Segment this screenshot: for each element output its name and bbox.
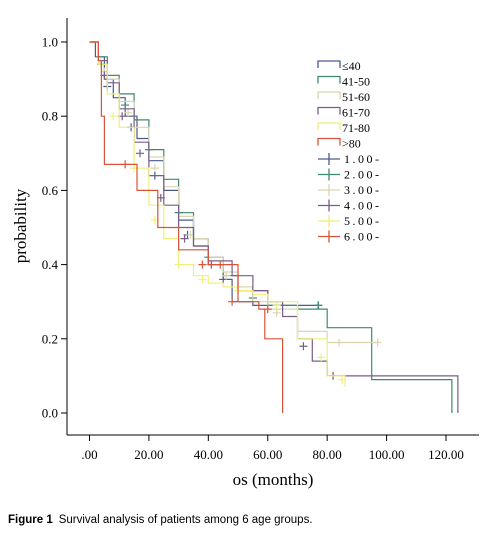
censor-mark [263, 305, 272, 314]
legend-label-3: 51-60 [342, 90, 370, 104]
series-line-3 [89, 41, 378, 344]
censor-marks-2 [97, 60, 323, 310]
x-axis-title: os (months) [233, 470, 314, 489]
legend-censor-swatch-4 [318, 199, 340, 212]
censor-marks-5 [109, 112, 347, 384]
censor-mark [150, 164, 159, 173]
series-line-4 [89, 41, 459, 413]
legend-label-2: 41-50 [342, 75, 370, 89]
legend-label-5: 71-80 [342, 121, 370, 135]
censor-mark [121, 160, 130, 169]
figure-label: Figure 1 [8, 514, 53, 526]
censor-mark [174, 260, 183, 269]
legend-censor-label-6: 6.00- [344, 230, 382, 244]
y-axis-title: probability [11, 188, 30, 263]
y-ticks: 0.0 0.2 0.4 0.6 0.8 1.0 [42, 35, 67, 421]
legend-censor-label-4: 4.00- [344, 199, 382, 213]
series-line-6 [89, 41, 284, 413]
legend-swatch-5 [317, 122, 341, 130]
y-tick-label: 0.6 [42, 183, 59, 198]
legend-swatch-3 [317, 91, 341, 99]
censor-mark [317, 353, 326, 362]
legend-swatch-1 [317, 60, 341, 68]
legend-censor-swatch-1 [318, 153, 340, 165]
y-tick-label: 0.4 [42, 257, 59, 272]
series-line-2 [89, 41, 453, 413]
censor-marks-6 [121, 160, 272, 314]
legend-censor-swatch-3 [318, 184, 340, 196]
censor-mark [314, 301, 323, 310]
legend-censor-label-5: 5.00- [344, 214, 382, 228]
x-tick-label: 80.00 [313, 447, 342, 462]
censor-mark [180, 234, 189, 243]
censor-mark [216, 260, 225, 269]
censor-mark [335, 338, 344, 347]
y-tick-label: 0.8 [42, 109, 58, 124]
censor-mark [338, 375, 347, 384]
censor-mark [121, 101, 130, 110]
censor-mark [222, 271, 231, 280]
censor-mark [272, 301, 281, 310]
censor-mark [299, 342, 308, 351]
censor-marks-4 [100, 71, 338, 380]
y-tick-label: 0.0 [42, 406, 58, 421]
censor-mark [198, 275, 207, 284]
legend-swatch-4 [317, 106, 341, 115]
censor-mark [109, 112, 118, 121]
series-line-5 [89, 41, 346, 387]
legend-label-6: >80 [342, 137, 361, 151]
y-tick-label: 0.2 [42, 331, 58, 346]
legend-censor-label-1: 1.00- [344, 152, 382, 166]
legend-censor-swatch-5 [318, 215, 340, 227]
x-tick-label: 20.00 [134, 447, 163, 462]
figure-caption-text: Survival analysis of patients among 6 ag… [58, 514, 313, 526]
x-tick-label: 40.00 [194, 447, 223, 462]
series-layer [89, 41, 459, 413]
series-line-1 [89, 41, 319, 306]
legend-label-4: 61-70 [342, 106, 370, 120]
x-ticks: .00 20.00 40.00 60.00 80.00 100.00 120.00 [81, 435, 464, 462]
censor-mark [272, 308, 281, 317]
x-tick-label: 100.00 [369, 447, 405, 462]
censor-mark [124, 108, 133, 117]
legend-censor-swatch-6 [318, 230, 340, 243]
censor-mark [228, 297, 237, 306]
axes [66, 18, 479, 436]
x-tick-label: 120.00 [428, 447, 464, 462]
legend-censor-label-2: 2.00- [344, 168, 382, 182]
legend-censor-label-3: 3.00- [344, 183, 382, 197]
censor-mark [198, 260, 207, 269]
legend-censor-swatch-2 [318, 168, 340, 181]
legend-label-1: ≤40 [342, 59, 361, 73]
legend-swatch-2 [317, 75, 341, 84]
legend-swatch-6 [317, 137, 341, 146]
y-tick-label: 1.0 [42, 35, 58, 50]
x-tick-label: 60.00 [253, 447, 282, 462]
figure-caption: Figure 1 Survival analysis of patients am… [8, 514, 494, 526]
survival-chart: 0.0 0.2 0.4 0.6 0.8 1.0 .00 20.00 40.00 60.00 80.… [11, 18, 479, 489]
censor-mark [373, 338, 382, 347]
censor-mark [136, 149, 145, 158]
x-tick-label: .00 [81, 447, 97, 462]
